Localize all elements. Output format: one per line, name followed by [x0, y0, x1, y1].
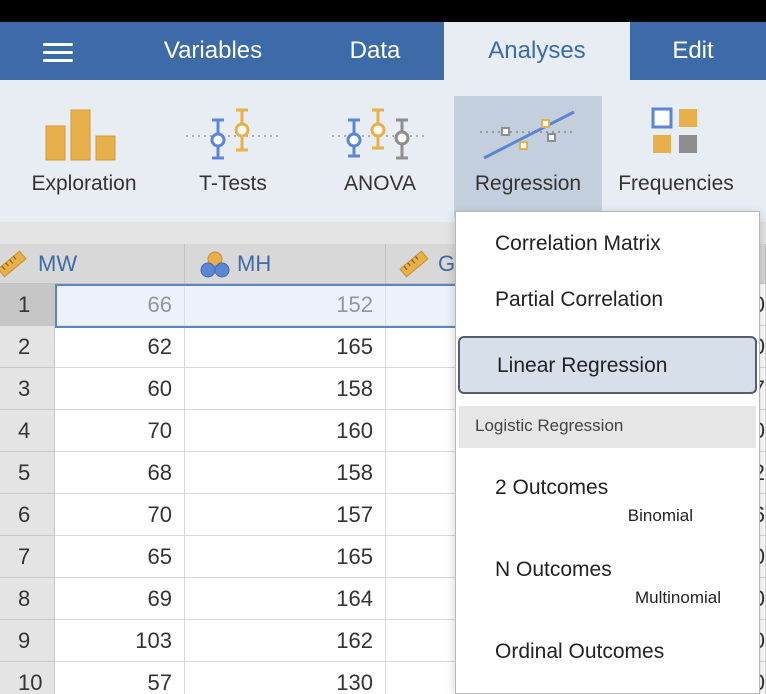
binomial-sublabel: Binomial	[627, 506, 693, 525]
cell-mw[interactable]: 65	[55, 536, 185, 578]
n-outcomes-label: N Outcomes	[495, 558, 612, 581]
frequencies-button[interactable]: Frequencies	[602, 96, 750, 218]
column-name-mh: MH	[237, 251, 272, 276]
frequencies-icon	[651, 107, 697, 153]
row-number[interactable]: 5	[0, 452, 55, 494]
cell-mw[interactable]: 103	[55, 620, 185, 662]
column-header-mw[interactable]: MW	[0, 244, 185, 284]
cell-mw[interactable]: 66	[55, 284, 185, 326]
linear-regression-label: Linear Regression	[497, 354, 668, 377]
anova-label: ANOVA	[344, 172, 416, 195]
tab-variables[interactable]: Variables	[163, 37, 263, 64]
anova-button[interactable]: ANOVA	[306, 96, 454, 218]
window-top-edge	[0, 0, 766, 22]
cell-mh[interactable]: 162	[185, 620, 386, 662]
t-tests-button[interactable]: T-Tests	[160, 96, 306, 218]
menu-item-correlation-matrix[interactable]: Correlation Matrix	[456, 232, 759, 272]
logistic-regression-heading-label: Logistic Regression	[475, 416, 624, 435]
cell-mh[interactable]: 165	[185, 536, 386, 578]
cell-mw[interactable]: 70	[55, 494, 185, 536]
t-test-icon	[186, 108, 278, 160]
column-name-g: G	[438, 251, 456, 276]
column-name-mw: MW	[38, 251, 78, 276]
cell-mw[interactable]: 62	[55, 326, 185, 368]
nominal-circles-icon	[200, 251, 230, 278]
row-number[interactable]: 6	[0, 494, 55, 536]
row-number[interactable]: 10	[0, 662, 55, 694]
cell-mw[interactable]: 68	[55, 452, 185, 494]
cell-mh[interactable]: 164	[185, 578, 386, 620]
menu-item-n-outcomes[interactable]: N Outcomes Multinomial	[456, 558, 759, 614]
regression-label: Regression	[474, 172, 582, 195]
logistic-regression-heading: Logistic Regression	[459, 406, 756, 448]
correlation-matrix-label: Correlation Matrix	[495, 232, 661, 255]
cell-mh[interactable]: 158	[185, 452, 386, 494]
row-number[interactable]: 8	[0, 578, 55, 620]
cell-mw[interactable]: 69	[55, 578, 185, 620]
regression-icon	[480, 110, 576, 160]
row-number[interactable]: 3	[0, 368, 55, 410]
cell-mh[interactable]: 157	[185, 494, 386, 536]
cell-mw[interactable]: 57	[55, 662, 185, 694]
hamburger-menu-icon[interactable]	[40, 41, 73, 65]
row-number[interactable]: 2	[0, 326, 55, 368]
column-header-mh[interactable]: MH	[185, 244, 386, 284]
cell-mh[interactable]: 160	[185, 410, 386, 452]
row-number[interactable]: 4	[0, 410, 55, 452]
ordinal-outcomes-label: Ordinal Outcomes	[495, 640, 665, 663]
cell-mw[interactable]: 60	[55, 368, 185, 410]
ruler-icon	[0, 250, 27, 278]
regression-dropdown-menu: Correlation Matrix Partial Correlation L…	[455, 211, 760, 694]
tab-data[interactable]: Data	[349, 37, 401, 64]
menu-item-2-outcomes[interactable]: 2 Outcomes Binomial	[456, 476, 759, 532]
regression-button[interactable]: Regression	[454, 96, 602, 218]
row-number[interactable]: 1	[0, 284, 55, 326]
exploration-label: Exploration	[31, 172, 137, 195]
main-tab-bar: Variables Data Analyses Edit	[0, 22, 766, 80]
multinomial-sublabel: Multinomial	[635, 588, 721, 607]
row-number[interactable]: 9	[0, 620, 55, 662]
cell-mh[interactable]: 165	[185, 326, 386, 368]
two-outcomes-label: 2 Outcomes	[495, 476, 609, 499]
menu-item-partial-correlation[interactable]: Partial Correlation	[456, 288, 759, 328]
table-row: 10571300	[0, 662, 766, 694]
bar-chart-icon	[45, 109, 116, 161]
table-row: 8691640	[0, 578, 766, 620]
cell-mh[interactable]: 152	[185, 284, 386, 326]
cell-mh[interactable]: 158	[185, 368, 386, 410]
ruler-icon	[399, 250, 429, 278]
cell-mw[interactable]: 70	[55, 410, 185, 452]
row-number[interactable]: 7	[0, 536, 55, 578]
t-tests-label: T-Tests	[199, 172, 267, 195]
anova-icon	[332, 108, 428, 160]
tab-analyses[interactable]: Analyses	[444, 22, 630, 80]
menu-item-linear-regression[interactable]: Linear Regression	[458, 336, 757, 394]
menu-item-ordinal-outcomes[interactable]: Ordinal Outcomes	[456, 640, 759, 680]
partial-correlation-label: Partial Correlation	[495, 288, 664, 311]
frequencies-label: Frequencies	[618, 172, 734, 195]
analyses-ribbon: Exploration T-Tests	[0, 80, 766, 222]
table-row: 2621650	[0, 326, 766, 368]
cell-mh[interactable]: 130	[185, 662, 386, 694]
exploration-button[interactable]: Exploration	[8, 96, 160, 218]
tab-edit[interactable]: Edit	[672, 37, 714, 64]
